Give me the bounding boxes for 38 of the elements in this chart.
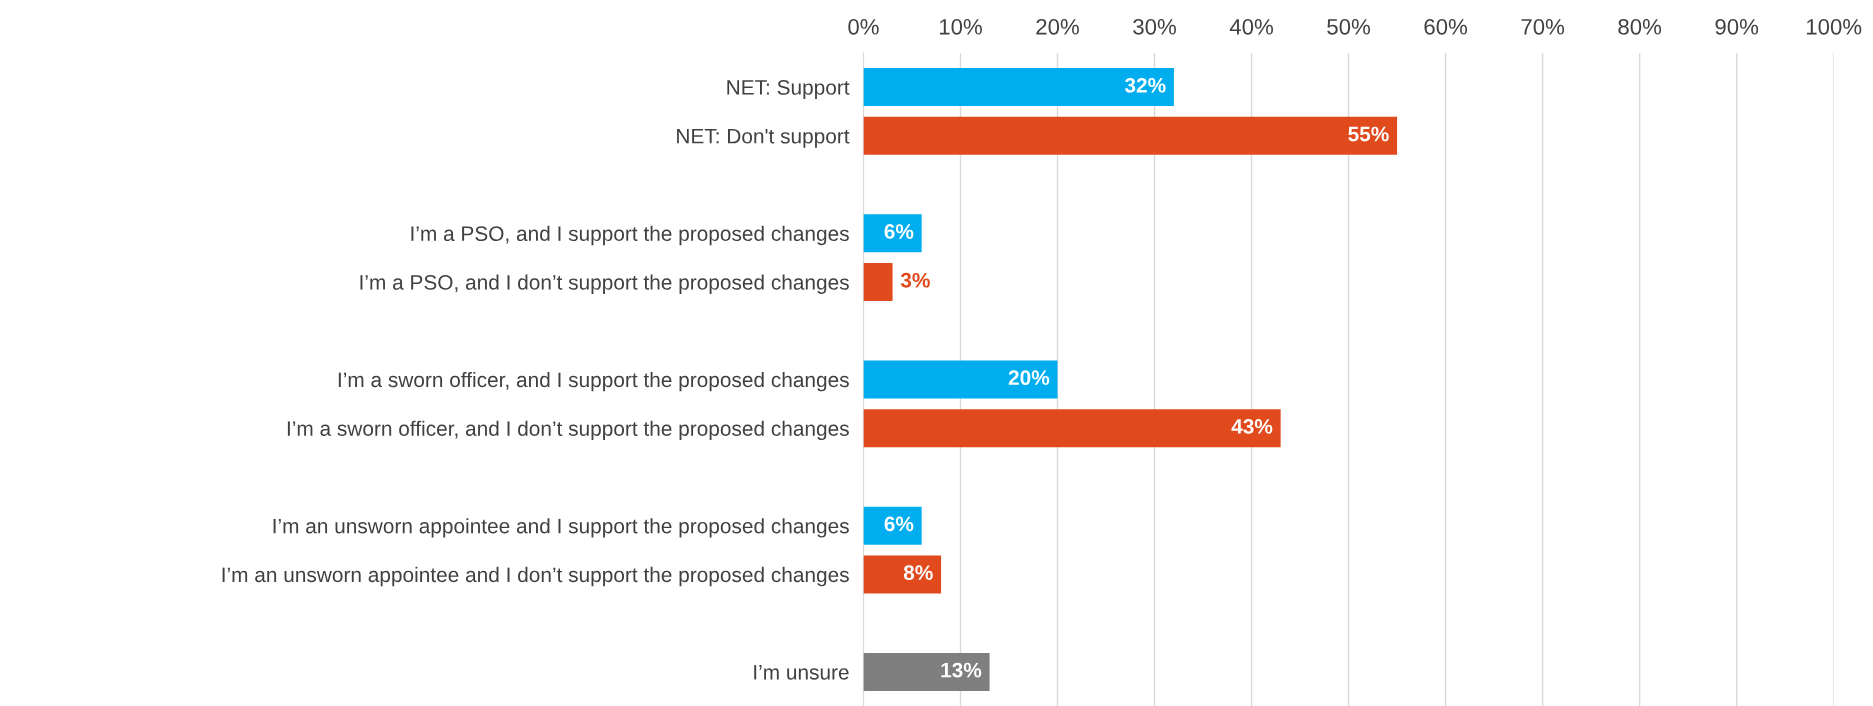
x-tick-label: 50% [1327, 18, 1371, 35]
y-tick-label: I’m an unsworn appointee and I support the proposed changes [273, 518, 849, 538]
x-tick-label: 20% [1036, 18, 1079, 35]
x-tick-label: 70% [1521, 18, 1565, 35]
data-label: 20% [1008, 370, 1050, 386]
y-tick-label: I’m a PSO, and I support the proposed changes [411, 225, 849, 246]
data-label: 8% [903, 565, 933, 581]
x-tick-label: 100% [1806, 18, 1862, 35]
data-label: 43% [1231, 419, 1273, 434]
x-tick-label: 0% [848, 18, 879, 35]
data-label: 32% [1124, 77, 1166, 93]
data-label: 3% [900, 272, 930, 288]
data-label: 13% [941, 662, 982, 678]
bar [863, 652, 990, 691]
data-label: 6% [884, 224, 914, 239]
y-tick-label: I’m an unsworn appointee and I don’t support the proposed changes [222, 566, 849, 587]
y-tick-label: I’m unsure [754, 665, 849, 680]
y-tick-label: NET: Don't support [677, 129, 850, 148]
y-tick-label: I’m a sworn officer, and I don’t support the proposed changes [287, 420, 849, 441]
bar [863, 214, 922, 253]
bar [863, 360, 1058, 399]
x-tick-label: 40% [1229, 18, 1273, 35]
x-tick-label: 80% [1618, 18, 1662, 35]
bar [863, 68, 1174, 107]
bar [863, 116, 1398, 155]
x-tick-label: 30% [1133, 18, 1176, 35]
y-tick-label: I’m a sworn officer, and I support the proposed changes [338, 371, 849, 392]
y-tick-label: I’m a PSO, and I don’t support the proposed changes [360, 274, 849, 294]
bar [863, 263, 893, 302]
bar [863, 409, 1281, 448]
data-label: 55% [1348, 126, 1389, 142]
x-tick-label: 60% [1424, 18, 1468, 35]
bar [863, 555, 942, 594]
x-tick-label: 10% [939, 18, 982, 35]
y-tick-label: NET: Support [727, 80, 850, 99]
bar [863, 506, 922, 545]
data-label: 6% [884, 516, 914, 532]
x-tick-label: 90% [1715, 18, 1759, 35]
